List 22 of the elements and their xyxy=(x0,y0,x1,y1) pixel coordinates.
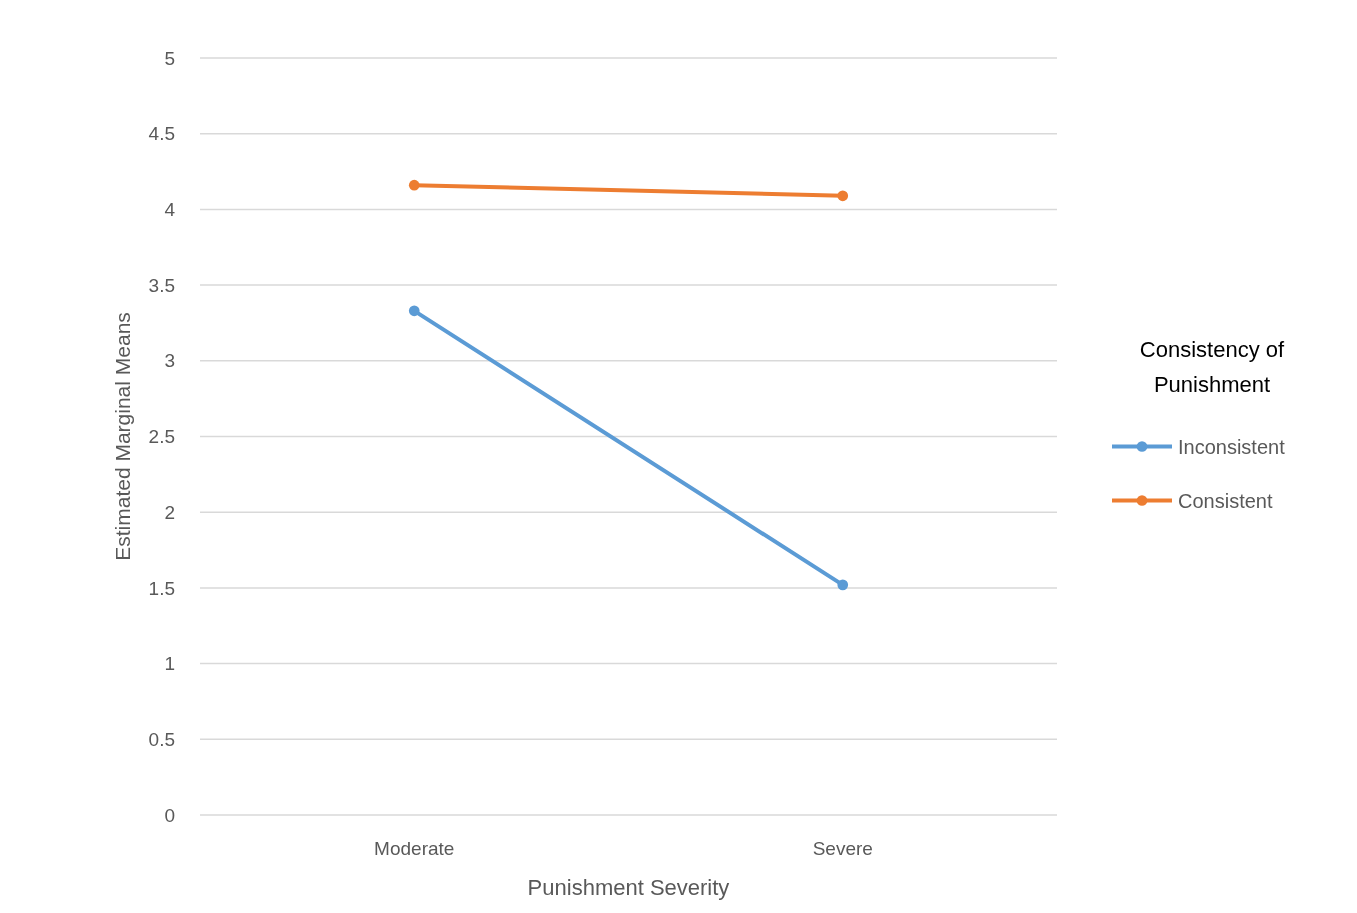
y-tick-label: 2 xyxy=(164,501,175,523)
y-axis-title: Estimated Marginal Means xyxy=(111,312,134,561)
x-axis-title: Punishment Severity xyxy=(527,875,730,900)
y-tick-label: 2.5 xyxy=(148,426,175,448)
y-tick-label: 4.5 xyxy=(148,123,175,145)
legend-label: Consistent xyxy=(1178,489,1273,512)
y-tick-label: 4 xyxy=(164,199,176,221)
point xyxy=(837,190,849,202)
point xyxy=(408,305,420,317)
y-tick-label: 1.5 xyxy=(148,577,175,599)
x-tick-label: Moderate xyxy=(374,838,455,859)
y-tick-label: 1 xyxy=(164,653,175,675)
point xyxy=(837,579,849,591)
legend-title: Consistency of Punishment xyxy=(1139,336,1286,397)
legend-label: Inconsistent xyxy=(1178,435,1286,458)
x-tick-label: Severe xyxy=(812,838,873,859)
point xyxy=(408,179,420,191)
y-tick-label: 5 xyxy=(164,47,175,69)
y-tick-label: 3.5 xyxy=(148,274,175,296)
y-tick-label: 0 xyxy=(164,804,175,826)
y-tick-label: 3 xyxy=(164,350,175,372)
y-tick-label: 0.5 xyxy=(148,728,175,750)
